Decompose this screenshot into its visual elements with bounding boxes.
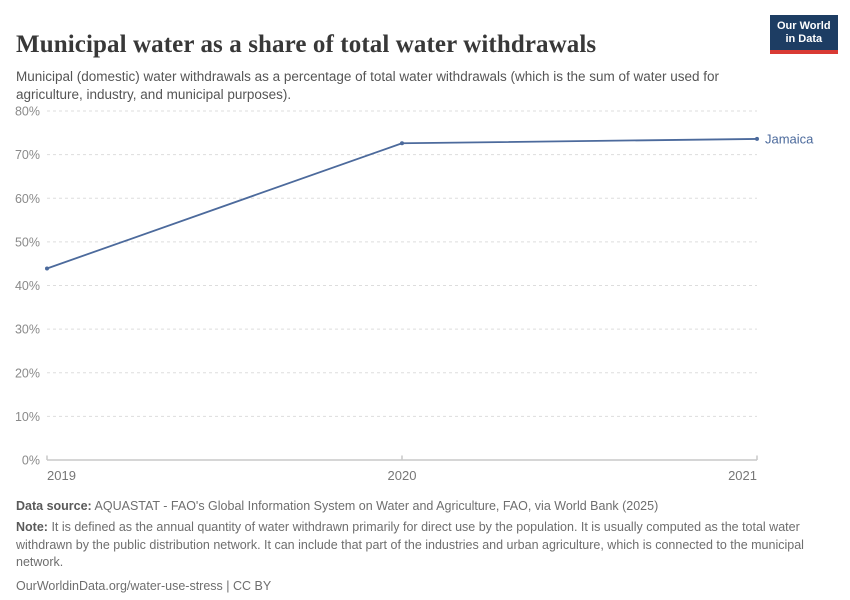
page-title: Municipal water as a share of total wate… — [16, 30, 597, 58]
chart-footer: Data source: AQUASTAT - FAO's Global Inf… — [16, 498, 824, 596]
data-source-label: Data source: — [16, 499, 92, 513]
y-tick-label: 40% — [15, 279, 40, 293]
note-line: Note: It is defined as the annual quanti… — [16, 519, 824, 572]
owid-logo-line2: in Data — [785, 33, 823, 46]
y-tick-label: 80% — [15, 105, 40, 119]
citation-link: OurWorldinData.org/water-use-stress | CC… — [16, 579, 272, 593]
series-line-jamaica — [46, 138, 758, 270]
chart-subtitle: Municipal (domestic) water withdrawals a… — [16, 68, 720, 103]
x-tick-label: 2020 — [388, 468, 417, 483]
y-tick-label: 50% — [15, 235, 40, 249]
owid-logo-line1: Our World — [777, 20, 831, 32]
line-chart-svg: 0% 10% 20% 30% 40% 50% 60% 70% 80% 2019 2020 2021 Ja… — [15, 105, 814, 484]
data-source-text: AQUASTAT - FAO's Global Information Syst… — [94, 499, 659, 513]
data-point — [400, 141, 404, 146]
y-tick-label: 30% — [15, 323, 40, 337]
x-tick-label: 2019 — [47, 468, 76, 483]
y-tick-label: 20% — [15, 366, 40, 380]
y-tick-label: 10% — [15, 410, 40, 424]
data-point — [45, 266, 49, 271]
y-tick-label: 0% — [22, 454, 40, 468]
note-text: It is defined as the annual quantity of … — [16, 519, 804, 570]
note-label: Note: — [16, 519, 48, 534]
y-tick-label: 70% — [15, 148, 40, 162]
entity-label: Jamaica — [765, 131, 814, 146]
data-source-line: Data source: AQUASTAT - FAO's Global Inf… — [16, 498, 824, 516]
owid-logo: Our World in Data — [770, 15, 838, 55]
y-tick-label: 60% — [15, 192, 40, 206]
x-tick-label: 2021 — [728, 468, 757, 483]
data-point — [755, 136, 759, 141]
line-chart-area: 0% 10% 20% 30% 40% 50% 60% 70% 80% 2019 2020 2021 Ja… — [0, 100, 850, 495]
